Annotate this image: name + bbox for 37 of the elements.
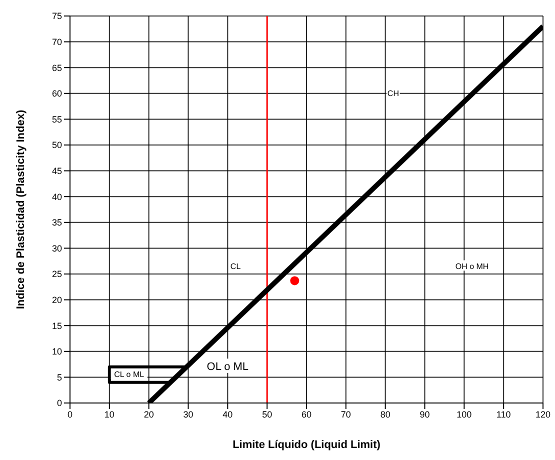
x-tick-label: 50 [262, 409, 272, 420]
y-tick-label: 35 [52, 218, 62, 228]
y-tick-label: 5 [56, 372, 62, 382]
y-tick-label: 70 [52, 36, 62, 47]
x-axis-title: Limite Líquido (Liquid Limit) [232, 439, 381, 451]
annotation: OL o ML [206, 360, 249, 373]
x-tick-label: 100 [456, 409, 472, 420]
y-tick-label: 75 [52, 11, 62, 22]
x-tick-label: 0 [67, 409, 73, 420]
y-tick-label: 30 [52, 243, 62, 254]
x-tick-label: 80 [380, 409, 390, 420]
y-tick-label: 25 [52, 269, 62, 280]
y-tick-label: 0 [56, 398, 62, 408]
x-tick-label: 70 [340, 409, 351, 420]
x-tick-label: 30 [183, 409, 194, 420]
zone-note: CL o ML [110, 368, 148, 380]
x-tick-label: 60 [301, 409, 312, 420]
x-tick-label: 90 [420, 409, 430, 420]
y-tick-label: 65 [52, 62, 62, 73]
x-tick-label: 10 [104, 409, 114, 420]
y-tick-label: 10 [52, 346, 62, 357]
x-tick-label: 40 [222, 409, 233, 420]
y-tick-label: 60 [52, 88, 62, 99]
zone-note: CH [386, 87, 400, 98]
y-tick-label: 40 [52, 192, 62, 202]
zone-note: CL [228, 260, 242, 271]
x-tick-label: 120 [535, 409, 551, 420]
y-tick-label: 55 [52, 114, 62, 124]
y-tick-label: 50 [52, 140, 62, 150]
zone-note: OH o MH [454, 260, 490, 271]
y-tick-label: 45 [52, 166, 62, 176]
y-tick-label: 15 [52, 320, 62, 331]
y-tick-label: 20 [52, 294, 62, 305]
y-axis-title: Indice de Plasticidad (Plasticity Index) [14, 110, 27, 310]
x-tick-label: 20 [144, 409, 154, 420]
x-tick-label: 110 [496, 409, 511, 420]
annotation: CL o ML [114, 370, 145, 380]
